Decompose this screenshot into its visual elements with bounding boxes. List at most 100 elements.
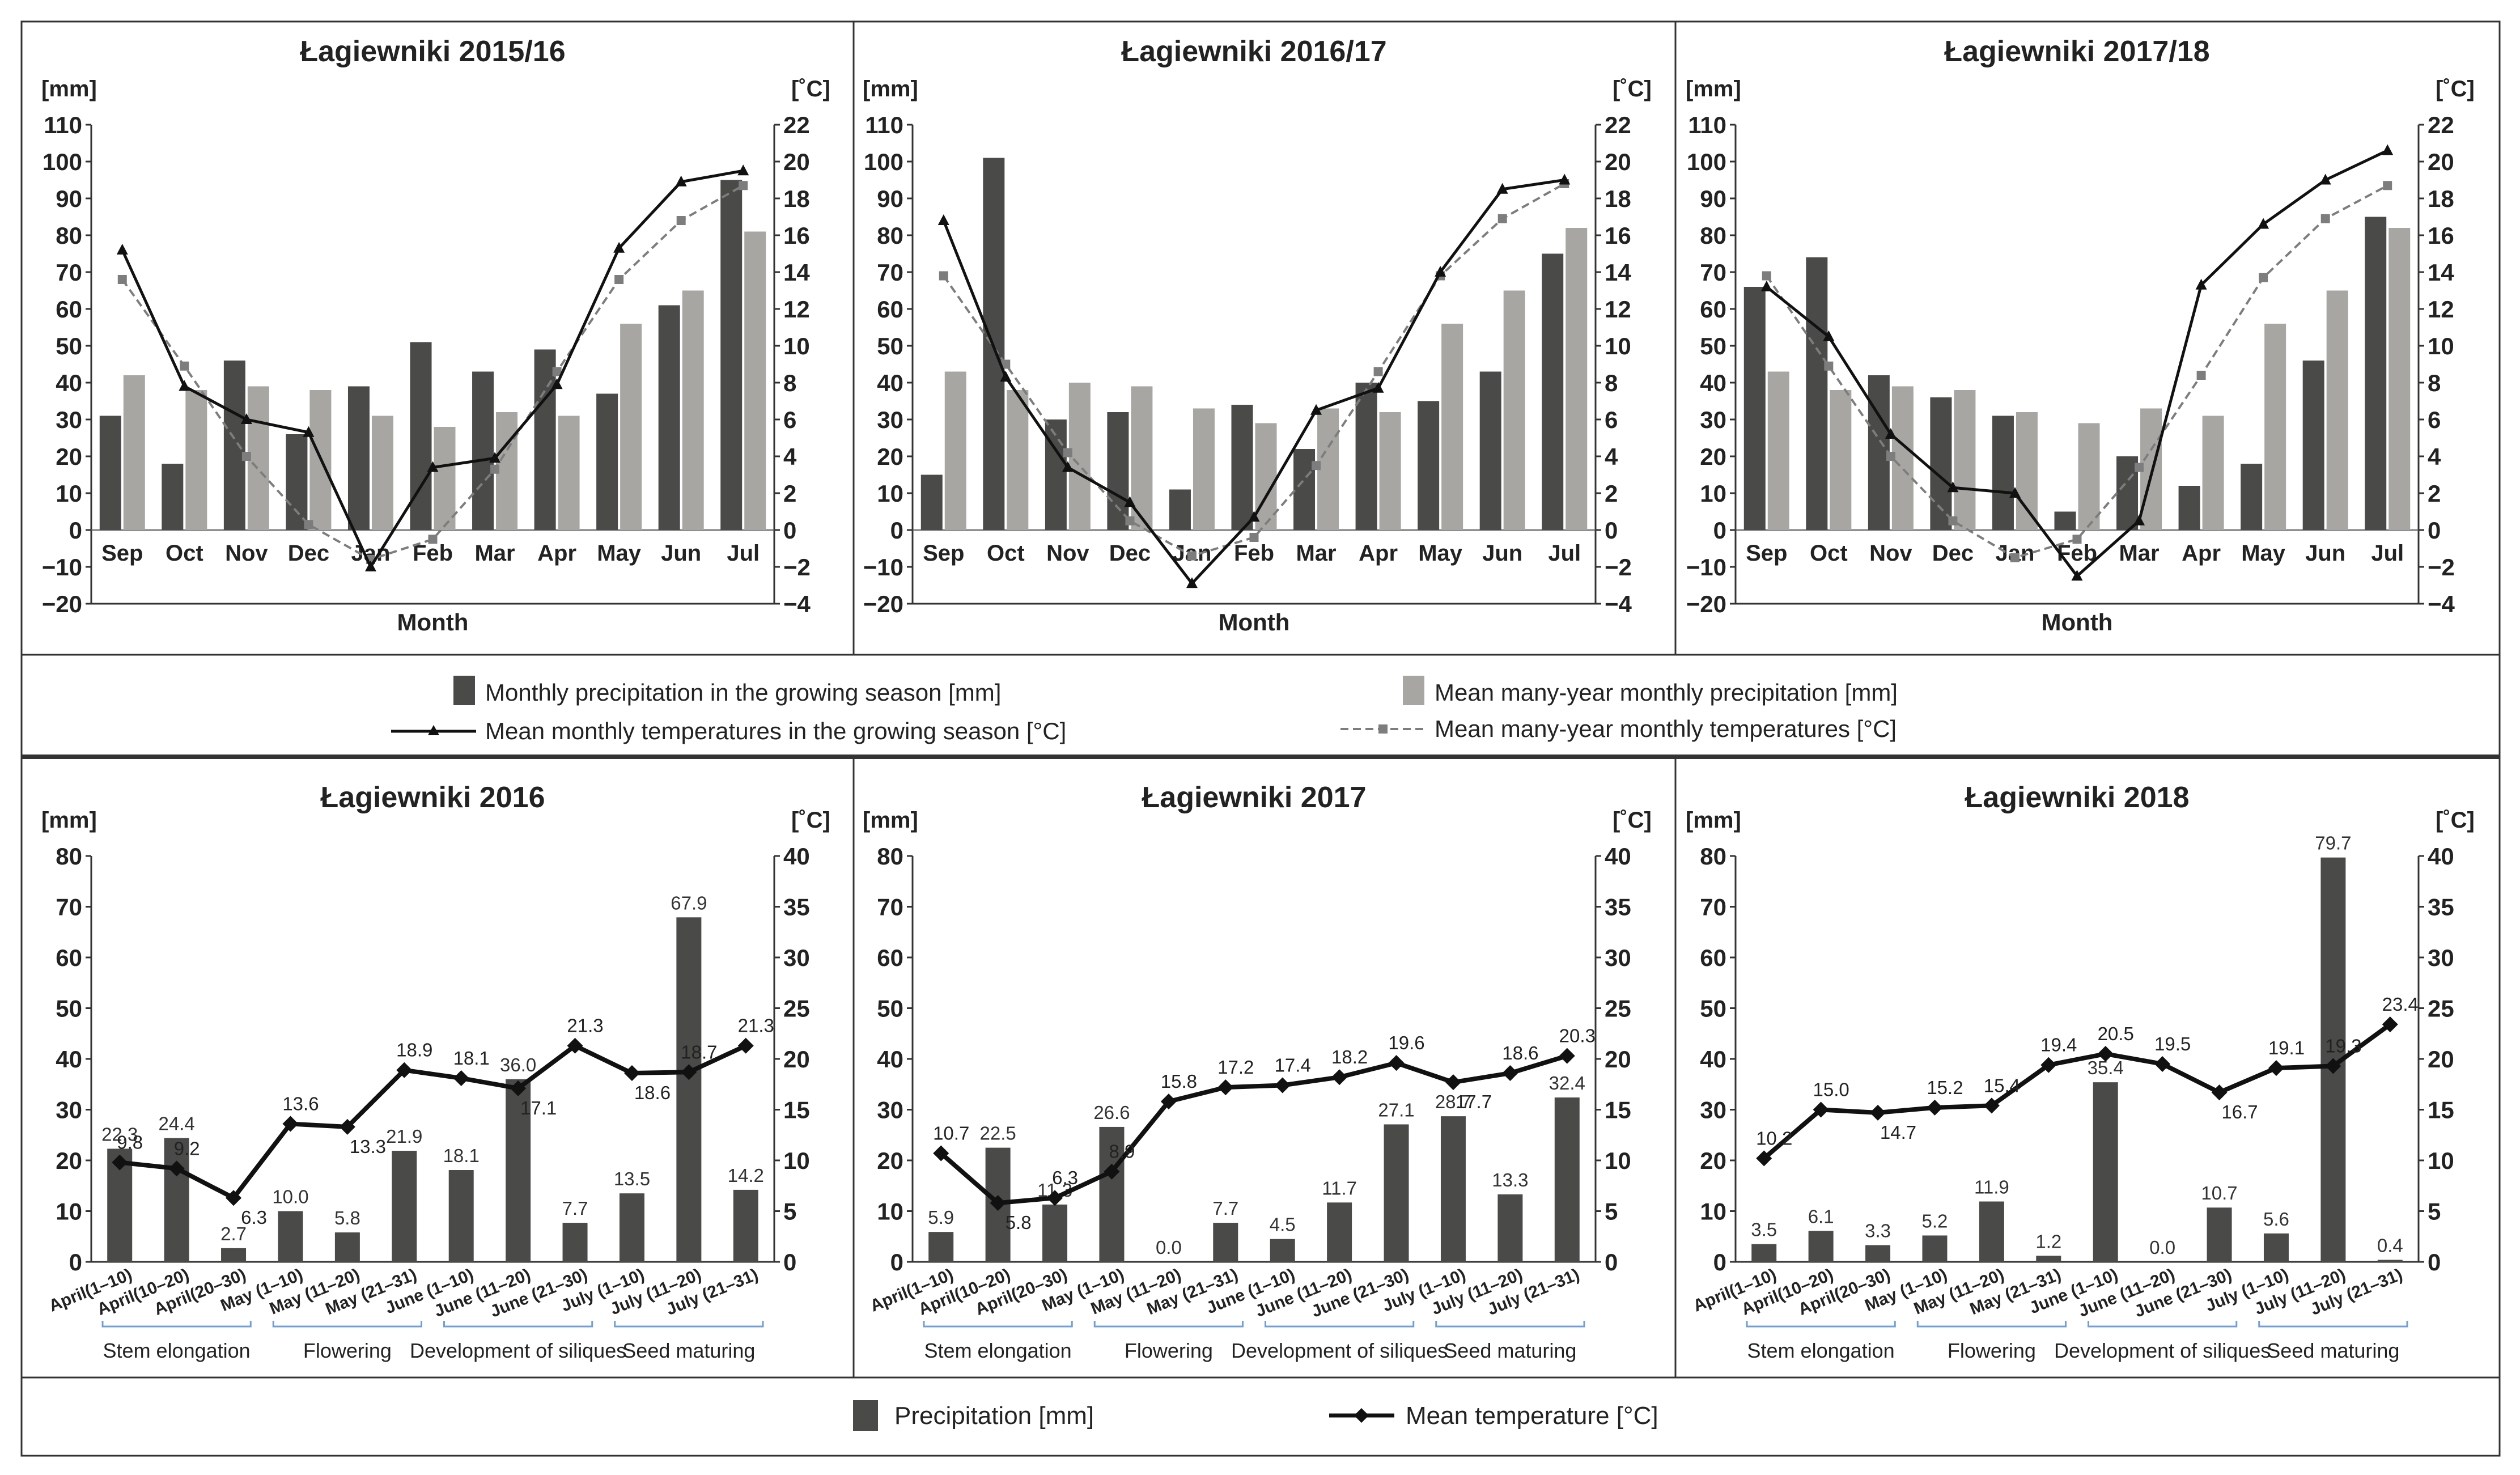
y2-tick-label: 40	[783, 843, 810, 870]
temp-value-label: 16.7	[2221, 1101, 2258, 1122]
y-tick-label: 40	[877, 370, 903, 396]
bar-precip	[1231, 405, 1253, 530]
y-tick-label: 30	[1700, 406, 1726, 433]
temp-value-label: 10.7	[933, 1122, 969, 1143]
temp-value-label: 6.3	[1052, 1167, 1078, 1188]
y-tick-label: 30	[56, 1097, 82, 1124]
y-tick-label: 30	[56, 406, 82, 433]
point-temp	[681, 1064, 697, 1080]
temp-value-label: 13.6	[282, 1093, 319, 1114]
bar-mean-precip	[1830, 390, 1852, 530]
point-temp	[1559, 1048, 1575, 1064]
y-axis-right-label: [˚C]	[791, 808, 830, 833]
y-tick-label: 20	[1700, 443, 1726, 470]
y-tick-label: 110	[1688, 112, 1726, 138]
phase-label: Development of siliques	[1231, 1339, 1448, 1362]
bar-precip	[920, 474, 943, 530]
point-temp	[1445, 1074, 1461, 1091]
bar-value-label: 10.7	[2201, 1182, 2237, 1203]
phase-bracket	[2258, 1321, 2408, 1328]
bar-mean-precip	[620, 324, 642, 530]
temp-value-label: 19.4	[2040, 1035, 2077, 1056]
bar-mean-precip	[1891, 386, 1914, 530]
x-tick-label: Oct	[1810, 541, 1848, 566]
point-temp	[282, 1116, 299, 1132]
temp-value-label: 15.4	[1984, 1075, 2020, 1096]
bar-mean-precip	[1767, 371, 1789, 530]
legend-marker-mean-temp	[1378, 724, 1388, 734]
point-temp	[1823, 330, 1835, 341]
point-mean-temp	[1063, 448, 1072, 457]
bar-value-label: 36.0	[500, 1054, 536, 1075]
y2-tick-label: 2	[783, 480, 796, 507]
temp-value-label: 18.2	[1331, 1046, 1368, 1067]
line-temp	[121, 169, 744, 570]
x-tick-label: Feb	[2057, 541, 2097, 566]
y-tick-label: 20	[1700, 1147, 1726, 1174]
bar-value-label: 13.5	[614, 1168, 650, 1189]
bar-precip	[278, 1211, 303, 1262]
y-tick-label: 110	[44, 112, 82, 138]
point-mean-temp	[2320, 214, 2330, 223]
x-tick-label: Sep	[101, 541, 143, 566]
y-tick-label: 70	[877, 894, 903, 921]
point-temp	[567, 1037, 583, 1054]
y2-tick-label: 16	[783, 222, 810, 249]
bar-precip	[2093, 1082, 2118, 1262]
point-temp	[2071, 570, 2083, 581]
point-mean-temp	[2010, 553, 2020, 562]
point-mean-temp	[739, 181, 748, 190]
y2-tick-label: 30	[783, 944, 810, 971]
y-tick-label: 0	[69, 1249, 82, 1275]
bar-precip	[1497, 1194, 1523, 1262]
bar-value-label: 32.4	[1549, 1073, 1585, 1093]
y-tick-label: 70	[1700, 894, 1726, 921]
y2-tick-label: 0	[1605, 1249, 1618, 1275]
bar-precip	[392, 1150, 417, 1262]
y2-tick-label: −2	[1605, 554, 1632, 580]
bar-mean-precip	[2264, 324, 2286, 530]
temp-value-label: 18.9	[396, 1040, 432, 1061]
bar-precip	[1327, 1202, 1352, 1262]
chart-title: Łagiewniki 2018	[1965, 781, 2190, 814]
phase-label: Flowering	[303, 1339, 392, 1362]
y2-tick-label: 35	[1605, 894, 1631, 921]
point-mean-temp	[180, 361, 189, 371]
y2-tick-label: 30	[2428, 944, 2454, 971]
bar-mean-precip	[2140, 408, 2162, 530]
y-tick-label: 60	[56, 944, 82, 971]
point-temp	[1062, 461, 1074, 472]
y2-tick-label: 25	[1605, 995, 1631, 1022]
bar-value-label: 11.7	[1322, 1177, 1357, 1198]
y-tick-label: 20	[877, 443, 903, 470]
bar-value-label: 5.2	[1922, 1210, 1948, 1231]
y-tick-label: 30	[1700, 1097, 1726, 1124]
temp-value-label: 21.3	[738, 1015, 774, 1036]
bar-precip	[2207, 1207, 2232, 1262]
phase-label: Stem elongation	[1747, 1339, 1895, 1362]
temp-value-label: 15.2	[1927, 1077, 1963, 1098]
phase-bracket	[1746, 1321, 1896, 1328]
phase-bracket	[2088, 1321, 2238, 1328]
bar-mean-precip	[1379, 412, 1401, 530]
bar-mean-precip	[247, 386, 269, 530]
phase-bracket	[1435, 1321, 1585, 1328]
y-tick-label: 80	[877, 222, 903, 249]
bar-mean-precip	[1954, 390, 1976, 530]
y2-tick-label: 35	[783, 894, 810, 921]
bar-precip	[1355, 383, 1377, 530]
y2-tick-label: 18	[783, 185, 810, 212]
point-temp	[1813, 1101, 1829, 1118]
bar-precip	[2178, 486, 2200, 530]
bar-mean-precip	[434, 427, 456, 530]
y2-tick-label: 10	[783, 333, 810, 359]
y-tick-label: 0	[890, 1249, 903, 1275]
y2-tick-label: 25	[783, 995, 810, 1022]
legend-label-precip: Monthly precipitation in the growing sea…	[485, 679, 1001, 706]
y2-tick-label: 6	[783, 406, 796, 433]
y-tick-label: 60	[1700, 944, 1726, 971]
legend-label-precipitation: Precipitation [mm]	[894, 1402, 1094, 1430]
x-tick-label: Dec	[1932, 541, 1974, 566]
temp-value-label: 8.9	[1109, 1141, 1135, 1162]
